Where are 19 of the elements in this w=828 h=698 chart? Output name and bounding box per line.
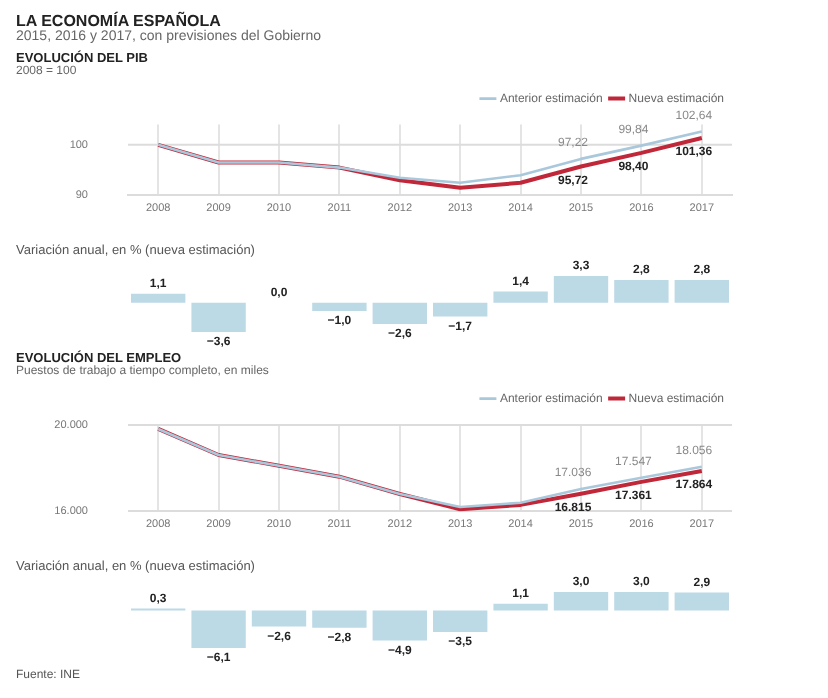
text: LA ECONOMÍA ESPAÑOLA	[16, 12, 221, 30]
bar	[614, 592, 669, 611]
bar	[131, 293, 186, 303]
bar	[191, 610, 246, 648]
bar	[553, 276, 609, 303]
bar	[553, 592, 609, 611]
bar	[614, 280, 669, 303]
bar	[433, 302, 488, 317]
bar	[674, 592, 729, 611]
bar	[372, 302, 427, 324]
bar	[312, 302, 367, 311]
bar	[251, 610, 307, 627]
bar	[312, 610, 367, 628]
bar	[493, 603, 548, 611]
bar	[674, 280, 729, 303]
bar	[433, 610, 488, 632]
bar	[493, 291, 548, 303]
bar	[372, 610, 427, 641]
bar	[191, 302, 246, 332]
